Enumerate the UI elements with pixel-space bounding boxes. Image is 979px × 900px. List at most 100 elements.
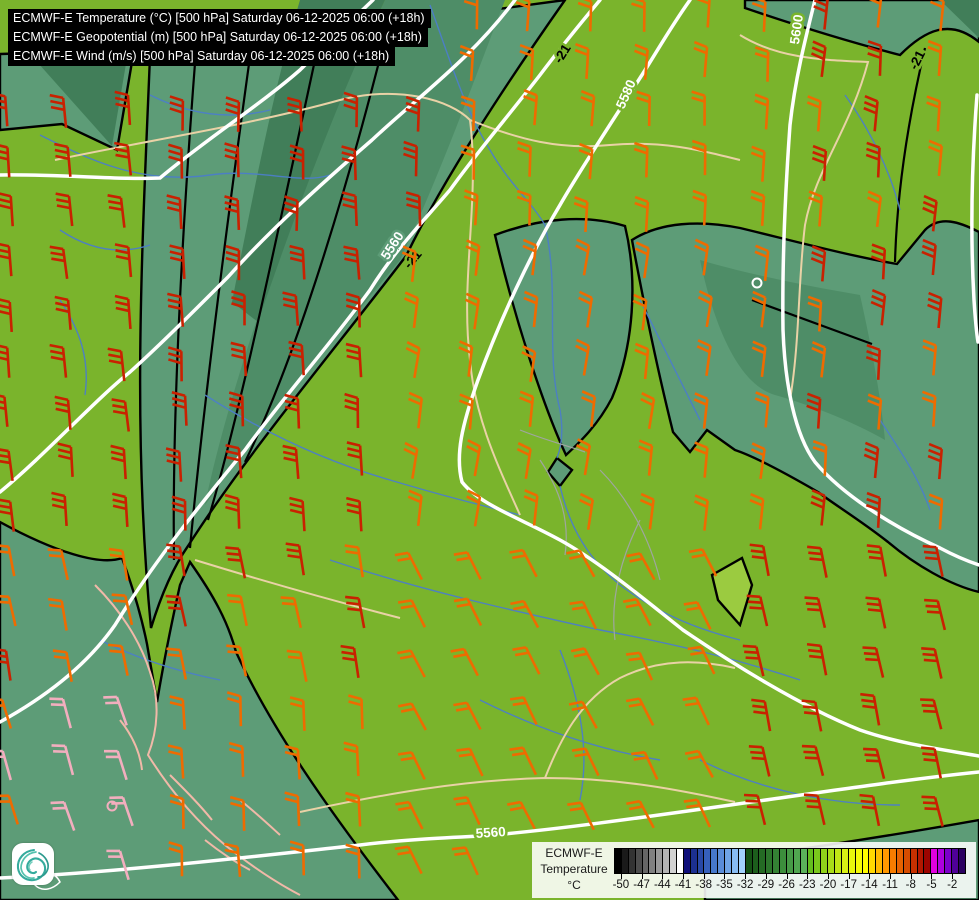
- wind-barb: [569, 600, 598, 630]
- wind-barb: [405, 95, 421, 132]
- legend-tick: [952, 874, 954, 879]
- wind-barb: [104, 749, 128, 781]
- title-temperature: ECMWF-E Temperature (°C) [500 hPa] Satur…: [8, 9, 431, 28]
- wind-barb: [0, 297, 14, 333]
- legend-titles: ECMWF-E Temperature °C: [536, 845, 612, 893]
- wind-barb: [928, 493, 944, 530]
- wind-barb: [803, 793, 826, 826]
- wind-barb: [743, 793, 767, 826]
- wind-barb: [0, 698, 13, 729]
- legend-tick: [745, 874, 747, 879]
- wind-barb: [510, 599, 540, 629]
- wind-barb: [634, 195, 650, 232]
- wind-barb: [463, 189, 479, 226]
- legend-color-cell: [656, 849, 664, 873]
- wind-barb: [863, 94, 879, 132]
- wind-barb: [579, 492, 595, 530]
- wind-barb: [807, 545, 828, 578]
- legend-color-cell: [862, 849, 870, 873]
- wind-barb: [49, 697, 72, 729]
- wind-barb: [284, 393, 301, 429]
- legend-tick-labels: -50 -47 -44 -41 -38 -35 -32 -29 -26 -23 -20 -17 -14-…: [613, 879, 966, 893]
- wind-barb: [225, 546, 247, 579]
- wind-barb: [921, 390, 937, 427]
- legend-tick-label: -47: [633, 879, 650, 891]
- contour-5600: [781, 0, 979, 567]
- wind-barb: [345, 843, 361, 879]
- wind-barb: [341, 145, 357, 181]
- wind-barb: [224, 842, 242, 877]
- legend-color-cell: [800, 849, 808, 873]
- legend-tick: [786, 874, 788, 879]
- wind-barb: [863, 441, 880, 479]
- legend-tick: [910, 874, 912, 879]
- wind-barb: [810, 40, 827, 78]
- wind-barb: [103, 695, 128, 726]
- wind-barb: [811, 144, 828, 181]
- wind-barb: [581, 390, 596, 427]
- wind-barb: [860, 692, 881, 726]
- wind-barb: [466, 439, 482, 477]
- wind-barb: [171, 495, 187, 531]
- legend-model-name: ECMWF-E: [545, 846, 603, 860]
- legend-color-cell: [793, 849, 801, 873]
- legend-tick-marks: [614, 874, 966, 879]
- wind-barb: [465, 239, 481, 276]
- wind-barb: [456, 747, 484, 777]
- cold-region-center: [493, 217, 634, 457]
- wind-barb: [634, 241, 650, 279]
- wind-barb: [567, 801, 595, 831]
- wind-barb: [921, 795, 944, 827]
- legend-color-cell: [649, 849, 657, 873]
- wind-barb: [284, 791, 301, 827]
- wind-barb: [111, 593, 134, 626]
- legend-tick-label: -11: [882, 879, 898, 891]
- legend-tick: [703, 874, 705, 879]
- title-wind: ECMWF-E Wind (m/s) [500 hPa] Saturday 06…: [8, 47, 396, 66]
- legend-color-cell: [690, 849, 698, 873]
- windy-logo[interactable]: [12, 843, 54, 885]
- wind-barb: [227, 593, 248, 627]
- wind-barb: [922, 194, 938, 232]
- wind-barb: [167, 292, 185, 327]
- wind-barb: [806, 392, 822, 429]
- wind-barb: [460, 95, 476, 132]
- wind-barb: [345, 595, 366, 629]
- legend-color-cell: [676, 849, 684, 873]
- legend-color-cell: [773, 849, 780, 873]
- wind-barb: [509, 696, 538, 725]
- wind-barb: [696, 339, 712, 376]
- wind-barb: [343, 741, 360, 777]
- wind-barb: [807, 295, 823, 332]
- country-borders: [54, 34, 870, 813]
- wind-barb: [806, 95, 822, 132]
- wind-barb: [574, 42, 590, 79]
- wind-barb: [521, 345, 537, 383]
- legend-color-cell: [931, 849, 939, 873]
- legend-tick: [620, 874, 622, 879]
- legend-color-cell: [951, 849, 959, 873]
- wind-barb: [284, 744, 301, 780]
- calm-wind-markers: [106, 277, 763, 812]
- wind-barb: [921, 646, 943, 679]
- wind-barb: [226, 644, 248, 677]
- wind-barb: [394, 551, 423, 581]
- legend-color-cell: [841, 849, 849, 873]
- wind-barb: [509, 746, 538, 776]
- wind-barb: [280, 596, 303, 629]
- legend-tick: [890, 874, 892, 879]
- wind-barb: [634, 342, 650, 380]
- wind-barb: [622, 597, 652, 627]
- legend-color-cell: [958, 849, 965, 873]
- legend-color-cell: [910, 849, 918, 873]
- wind-barb: [167, 346, 183, 382]
- wind-barb: [225, 96, 241, 132]
- legend-tick-label: -29: [757, 879, 775, 891]
- legend-tick-label: -5: [926, 879, 937, 891]
- wind-barb: [693, 392, 709, 429]
- wind-barb: [458, 393, 474, 430]
- legend-color-cell: [890, 849, 897, 873]
- wind-barb: [171, 391, 188, 426]
